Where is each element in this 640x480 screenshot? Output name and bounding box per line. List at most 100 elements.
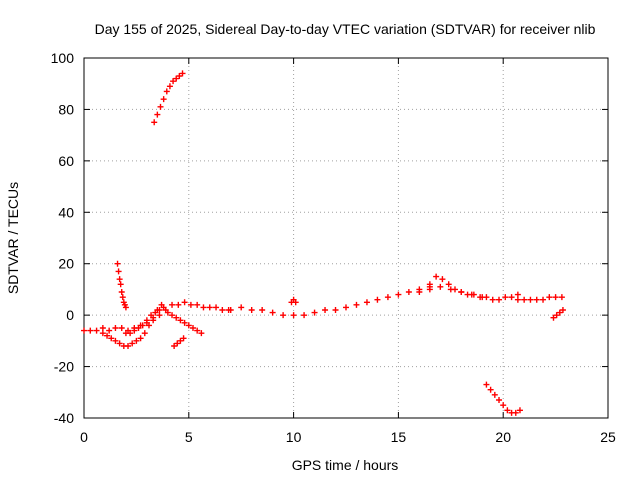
y-tick-label: 20: [58, 256, 74, 272]
data-point: [301, 312, 308, 319]
data-point: [194, 301, 201, 308]
series-track-small-segment: [171, 335, 187, 349]
data-point: [154, 111, 161, 118]
series-track-peak-late: [426, 273, 521, 303]
data-point: [176, 73, 183, 79]
data-point: [87, 327, 94, 334]
y-tick-label: 60: [58, 153, 74, 169]
data-point: [166, 83, 173, 90]
data-point: [137, 335, 144, 342]
y-tick-label: -40: [54, 410, 74, 426]
series-track-end-dip: [550, 307, 566, 321]
y-tick-label: 0: [66, 307, 74, 323]
series-track-secondary-early: [122, 307, 163, 337]
data-point: [512, 409, 519, 416]
data-point: [546, 294, 553, 301]
data-point: [118, 289, 125, 295]
data-point: [322, 307, 329, 313]
data-point: [164, 309, 171, 316]
data-point: [458, 289, 465, 295]
data-point: [516, 407, 523, 414]
data-point: [175, 301, 182, 308]
data-point: [177, 337, 184, 344]
data-point: [311, 309, 318, 316]
x-tick-label: 5: [185, 429, 193, 445]
y-axis-label: SDTVAR / TECUs: [5, 182, 21, 294]
data-point: [439, 276, 446, 283]
data-point: [99, 325, 106, 331]
data-point: [508, 294, 515, 301]
data-point: [227, 307, 234, 313]
axis-ticks: 0 5 10 15 20 25 -40 -20 0 20 40 60 80 100: [51, 50, 616, 445]
data-point: [527, 296, 534, 303]
data-point: [353, 301, 360, 308]
y-tick-label: 80: [58, 101, 74, 117]
data-point: [426, 281, 433, 288]
data-point: [426, 286, 433, 293]
data-point: [206, 304, 213, 311]
x-tick-label: 25: [600, 429, 616, 445]
data-point: [292, 299, 299, 306]
series-track-spike-short: [114, 260, 129, 311]
series-track-high-arc: [151, 70, 186, 126]
data-point: [553, 312, 560, 319]
data-point: [194, 327, 201, 334]
data-point: [550, 314, 557, 321]
data-point: [363, 299, 370, 306]
data-point: [248, 307, 255, 313]
data-point: [468, 291, 475, 298]
data-point: [558, 294, 565, 301]
data-point: [127, 330, 134, 337]
data-point: [99, 330, 106, 337]
data-point: [374, 296, 381, 303]
data-point: [108, 335, 115, 342]
data-point: [504, 407, 511, 414]
data-point: [181, 299, 188, 306]
data-point: [173, 75, 180, 82]
data-point: [112, 325, 119, 331]
data-point: [556, 309, 563, 316]
data-point: [160, 96, 167, 103]
data-point: [269, 309, 276, 316]
data-point: [112, 337, 119, 344]
data-points: [81, 70, 566, 416]
data-point: [180, 335, 187, 342]
data-point: [163, 88, 170, 95]
series-track-end: [514, 294, 565, 303]
data-point: [213, 304, 220, 311]
y-tick-label: 100: [51, 50, 75, 66]
data-point: [157, 103, 164, 110]
data-point: [173, 314, 180, 321]
data-point: [447, 286, 454, 293]
y-tick-label: 40: [58, 204, 74, 220]
data-point: [343, 304, 349, 311]
series-track-dip-early: [99, 301, 165, 349]
data-point: [81, 327, 87, 334]
grid-lines: [84, 58, 608, 418]
data-point: [156, 312, 163, 319]
data-point: [129, 340, 136, 347]
data-point: [332, 307, 339, 313]
data-point: [115, 268, 122, 275]
data-point: [491, 391, 498, 398]
data-point: [131, 327, 138, 334]
data-point: [540, 296, 547, 303]
series-track-baseline-start: [81, 299, 232, 334]
data-point: [179, 70, 186, 77]
data-point: [552, 294, 559, 301]
data-point: [135, 325, 142, 331]
plot-frame: [83, 57, 609, 419]
y-tick-label: -20: [54, 359, 74, 375]
data-point: [198, 330, 205, 337]
data-point: [160, 304, 167, 311]
data-point: [122, 304, 129, 311]
data-point: [500, 402, 507, 409]
data-point: [502, 294, 509, 301]
data-point: [141, 330, 148, 337]
data-point: [479, 294, 486, 301]
data-point: [416, 289, 423, 295]
x-tick-label: 20: [495, 429, 511, 445]
x-axis-label: GPS time / hours: [292, 457, 399, 473]
data-point: [139, 322, 146, 329]
